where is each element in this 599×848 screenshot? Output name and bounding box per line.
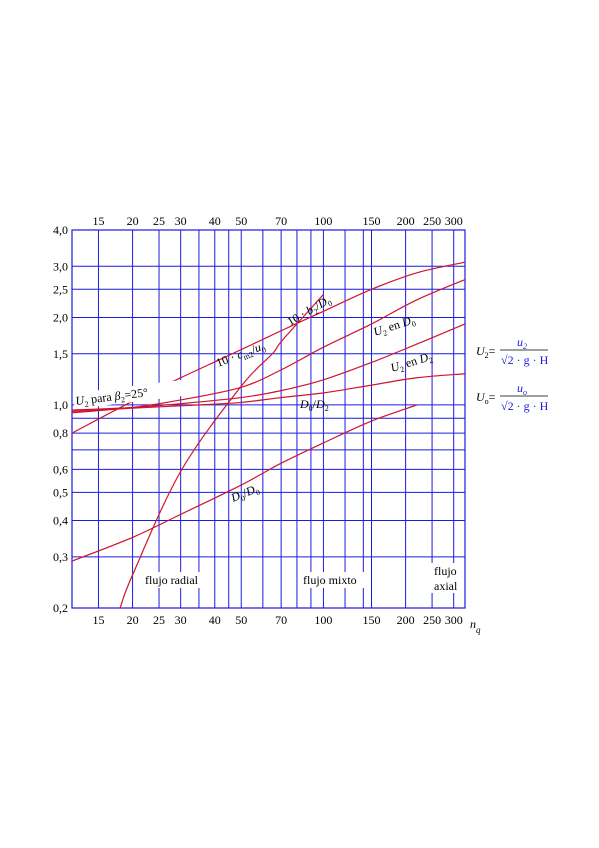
- svg-text:U2=: U2=: [476, 344, 496, 360]
- series-line-6: [71, 404, 418, 562]
- y-tick-label: 0,2: [53, 601, 68, 615]
- svg-text:10 · b2/D0: 10 · b2/D0: [285, 292, 335, 330]
- svg-text:√2 · g · H: √2 · g · H: [501, 353, 549, 367]
- svg-text:u2: u2: [517, 335, 527, 351]
- x-tick-label-top: 40: [209, 214, 221, 228]
- equation-u2: U2= u2 √2 · g · H: [476, 335, 549, 367]
- x-tick-label-bottom: 50: [235, 613, 247, 627]
- x-tick-label-bottom: 300: [445, 613, 463, 627]
- label-u2-para-beta: U2 para β2=25°: [72, 379, 190, 410]
- x-tick-label-bottom: 20: [127, 613, 139, 627]
- y-tick-label: 2,5: [53, 282, 68, 296]
- curves: [71, 261, 466, 609]
- x-tick-label-top: 25: [153, 214, 165, 228]
- tick-labels: 15 15 20 20 25 25 30 30 40 40 50 50 70 70 100 100 150 150…: [53, 214, 463, 627]
- x-tick-label-top: 30: [175, 214, 187, 228]
- svg-text:Uo=: Uo=: [476, 390, 496, 406]
- y-tick-label: 0,4: [53, 514, 68, 528]
- x-tick-label-top: 200: [397, 214, 415, 228]
- region-mixto: flujo mixto: [300, 572, 364, 588]
- x-tick-label-bottom: 40: [209, 613, 221, 627]
- y-tick-label: 0,8: [53, 426, 68, 440]
- x-tick-label-top: 20: [127, 214, 139, 228]
- x-tick-label-bottom: 200: [397, 613, 415, 627]
- y-tick-label: 1,0: [53, 398, 68, 412]
- svg-text:U2 para β2=25°: U2 para β2=25°: [75, 385, 149, 410]
- svg-text:flujo mixto: flujo mixto: [303, 573, 357, 587]
- region-axial: flujo axial: [430, 563, 464, 593]
- y-tick-label: 1,5: [53, 347, 68, 361]
- y-tick-label: 2,0: [53, 310, 68, 324]
- x-tick-label-bottom: 30: [175, 613, 187, 627]
- y-tick-label: 4,0: [53, 223, 68, 237]
- x-tick-label-bottom: 70: [275, 613, 287, 627]
- x-tick-label-top: 250: [423, 214, 441, 228]
- x-tick-label-bottom: 25: [153, 613, 165, 627]
- x-tick-label-top: 50: [235, 214, 247, 228]
- x-axis-label: nq: [470, 617, 481, 635]
- x-tick-label-top: 300: [445, 214, 463, 228]
- svg-text:√2 · g · H: √2 · g · H: [501, 399, 549, 413]
- svg-text:flujo radial: flujo radial: [145, 573, 199, 587]
- svg-text:U2 en D0: U2 en D0: [372, 312, 418, 340]
- series-line-2: [71, 279, 466, 414]
- svg-text:uo: uo: [517, 381, 527, 397]
- x-tick-label-bottom: 250: [423, 613, 441, 627]
- y-tick-label: 0,6: [53, 462, 68, 476]
- x-tick-label-bottom: 100: [314, 613, 332, 627]
- label-d0-d2: D0/D2: [299, 397, 329, 413]
- y-tick-label: 3,0: [53, 259, 68, 273]
- label-b2: 10 · b2/D0: [285, 292, 335, 330]
- label-u2-en-d0: U2 en D0: [372, 312, 418, 340]
- series-line-4: [71, 373, 466, 412]
- x-tick-label-top: 100: [314, 214, 332, 228]
- svg-text:D0/D2: D0/D2: [299, 397, 329, 413]
- series-line-5: [119, 294, 324, 609]
- label-d0-d0: D0/D0: [228, 481, 262, 507]
- svg-text:axial: axial: [434, 579, 458, 593]
- svg-text:flujo: flujo: [434, 564, 457, 578]
- x-tick-label-top: 15: [92, 214, 104, 228]
- equation-u0: Uo= uo √2 · g · H: [476, 381, 549, 413]
- x-tick-label-bottom: 150: [363, 613, 381, 627]
- x-tick-label-bottom: 15: [92, 613, 104, 627]
- region-radial: flujo radial: [142, 572, 204, 588]
- x-tick-label-top: 70: [275, 214, 287, 228]
- x-tick-label-top: 150: [363, 214, 381, 228]
- grid: [71, 229, 466, 609]
- y-tick-label: 0,5: [53, 485, 68, 499]
- svg-text:D0/D0: D0/D0: [228, 481, 262, 507]
- y-tick-label: 0,3: [53, 550, 68, 564]
- series-line-3: [71, 323, 466, 411]
